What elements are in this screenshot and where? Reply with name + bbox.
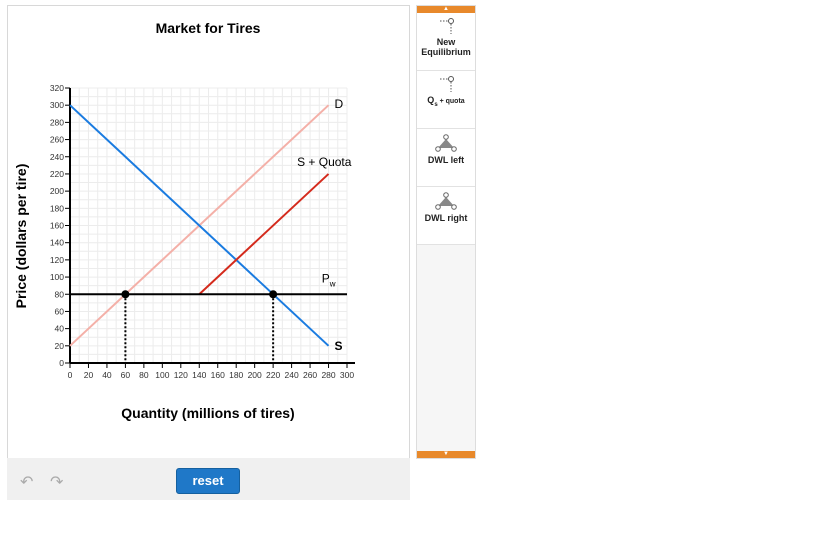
x-tick-label: 220: [266, 370, 280, 380]
palette-label: DWL left: [427, 155, 465, 165]
reset-button[interactable]: reset: [176, 468, 240, 494]
y-tick-label: 260: [50, 135, 64, 145]
y-tick-label: 100: [50, 272, 64, 282]
y-tick-label: 180: [50, 203, 64, 213]
data-point: [269, 290, 278, 299]
series-line-s-quota: [198, 173, 330, 295]
x-tick-label: 280: [321, 370, 335, 380]
x-tick-label: 20: [84, 370, 94, 380]
redo-icon[interactable]: ↷: [50, 474, 64, 491]
series-label: S + Quota: [297, 155, 352, 169]
y-tick-label: 60: [55, 306, 65, 316]
x-tick-label: 180: [229, 370, 243, 380]
x-axis-label: Quantity (millions of tires): [121, 405, 294, 421]
series-line-d: [69, 104, 330, 347]
scroll-up-button[interactable]: ▲: [417, 6, 475, 13]
y-tick-label: 240: [50, 152, 64, 162]
y-tick-label: 140: [50, 238, 64, 248]
y-tick-label: 220: [50, 169, 64, 179]
y-axis-label: Price (dollars per tire): [13, 164, 29, 309]
palette-dwl-left[interactable]: DWL left: [417, 129, 475, 187]
series-label: D: [335, 97, 344, 111]
palette-qs-quota[interactable]: Qs + quota: [417, 71, 475, 129]
triangle-icon: [435, 134, 457, 152]
series-label: S: [335, 339, 343, 353]
palette-label: New Equilibrium: [421, 37, 471, 57]
palette-label: DWL right: [424, 213, 468, 223]
toolbar: ↶ ↷ reset: [7, 458, 410, 500]
x-tick-label: 0: [68, 370, 73, 380]
y-tick-label: 320: [50, 83, 64, 93]
scroll-down-button[interactable]: ▼: [417, 451, 475, 458]
y-tick-label: 80: [55, 289, 65, 299]
tool-palette: ▲ New Equilibrium Qs + quota DWL left DW…: [416, 5, 476, 459]
graph-panel: Market for Tires Quantity (millions of ti…: [7, 5, 410, 459]
x-tick-label: 80: [139, 370, 149, 380]
x-tick-label: 240: [285, 370, 299, 380]
palette-dwl-right[interactable]: DWL right: [417, 187, 475, 245]
palette-label-suffix: + quota: [437, 98, 465, 105]
x-tick-label: 100: [155, 370, 169, 380]
y-tick-label: 300: [50, 100, 64, 110]
y-tick-label: 40: [55, 324, 65, 334]
undo-icon[interactable]: ↶: [20, 474, 34, 491]
y-tick-label: 160: [50, 221, 64, 231]
x-tick-label: 140: [192, 370, 206, 380]
x-tick-label: 60: [121, 370, 131, 380]
triangle-icon: [435, 192, 457, 210]
x-tick-label: 200: [248, 370, 262, 380]
chart: Market for Tires Quantity (millions of ti…: [13, 20, 355, 421]
data-point: [121, 290, 130, 299]
y-tick-label: 120: [50, 255, 64, 265]
x-tick-label: 300: [340, 370, 354, 380]
palette-new-equilibrium[interactable]: New Equilibrium: [417, 13, 475, 71]
point-drop-icon: [440, 76, 454, 92]
x-tick-label: 120: [174, 370, 188, 380]
palette-label: Q: [427, 95, 435, 105]
y-tick-label: 0: [59, 358, 64, 368]
y-tick-label: 280: [50, 117, 64, 127]
y-tick-label: 20: [55, 341, 65, 351]
y-tick-label: 200: [50, 186, 64, 196]
x-tick-label: 260: [303, 370, 317, 380]
x-tick-label: 160: [211, 370, 225, 380]
chart-title: Market for Tires: [156, 20, 261, 36]
x-tick-label: 40: [102, 370, 112, 380]
palette-label-sub: s: [434, 101, 438, 108]
point-drop-icon: [440, 18, 454, 34]
